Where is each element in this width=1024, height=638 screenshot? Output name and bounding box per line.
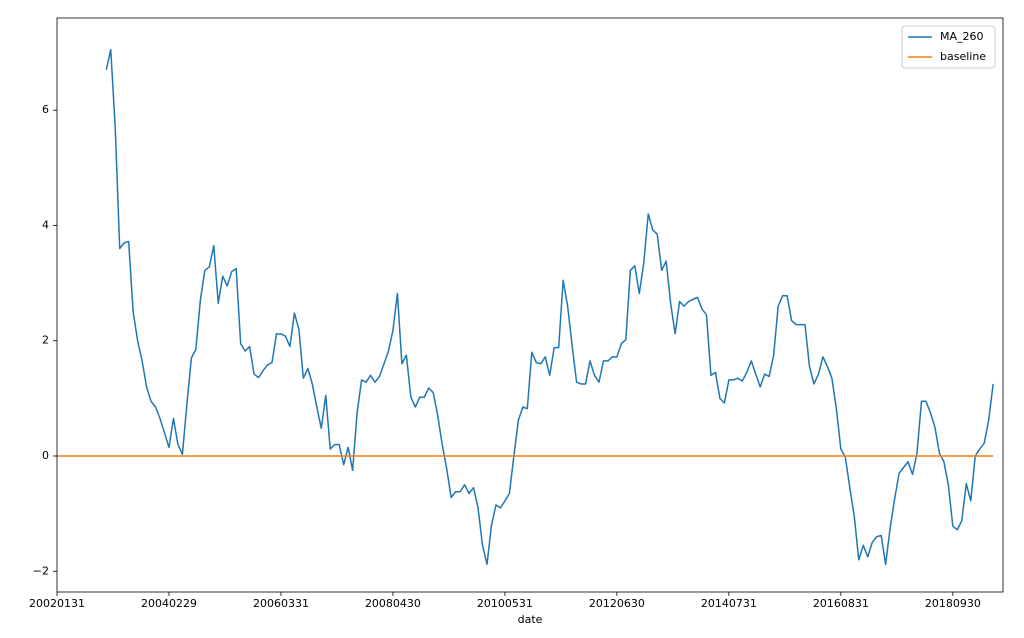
x-tick-label: 20160831: [813, 597, 869, 610]
legend-label: MA_260: [940, 30, 984, 43]
y-tick-label: −2: [33, 564, 49, 577]
x-tick-label: 20180930: [925, 597, 981, 610]
y-tick-label: 4: [42, 218, 49, 231]
x-tick-label: 20060331: [253, 597, 309, 610]
y-tick-label: 0: [42, 449, 49, 462]
y-tick-label: 2: [42, 334, 49, 347]
line-series: [105, 48, 994, 566]
y-tick-label: 6: [42, 103, 49, 116]
legend-label: baseline: [940, 50, 986, 63]
plot-frame: [56, 17, 1004, 593]
x-tick-label: 20120630: [589, 597, 645, 610]
x-tick-label: 20100531: [477, 597, 533, 610]
x-tick-label: 20140731: [701, 597, 757, 610]
x-tick-label: 20040229: [141, 597, 197, 610]
x-axis-label: date: [518, 613, 543, 626]
x-tick-label: 20020131: [29, 597, 85, 610]
x-tick-label: 20080430: [365, 597, 421, 610]
